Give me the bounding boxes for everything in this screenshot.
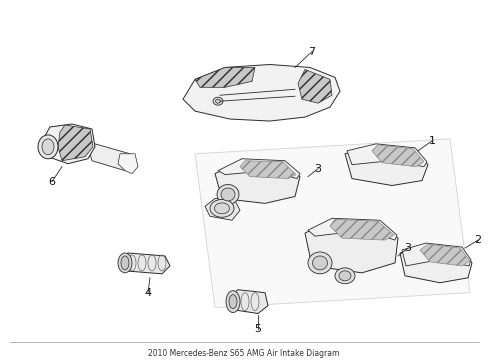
Ellipse shape	[121, 256, 129, 270]
Polygon shape	[399, 246, 471, 283]
Text: 1: 1	[427, 136, 435, 146]
Polygon shape	[215, 162, 299, 203]
Ellipse shape	[213, 97, 223, 105]
Polygon shape	[240, 161, 295, 179]
Polygon shape	[371, 145, 423, 167]
Ellipse shape	[38, 135, 58, 159]
Ellipse shape	[215, 99, 220, 103]
Text: 6: 6	[48, 176, 55, 186]
Text: 2: 2	[473, 235, 481, 245]
Ellipse shape	[42, 139, 54, 155]
Ellipse shape	[228, 294, 237, 309]
Polygon shape	[307, 218, 396, 240]
Polygon shape	[88, 144, 135, 171]
Text: 3: 3	[404, 243, 411, 253]
Polygon shape	[419, 244, 469, 266]
Polygon shape	[118, 154, 138, 174]
Ellipse shape	[307, 252, 331, 274]
Ellipse shape	[334, 268, 354, 284]
Text: 7: 7	[308, 46, 315, 57]
Text: 5: 5	[254, 324, 261, 334]
Ellipse shape	[209, 199, 234, 217]
Polygon shape	[58, 125, 93, 161]
Text: 3: 3	[314, 164, 321, 174]
Text: 2010 Mercedes-Benz S65 AMG Air Intake Diagram: 2010 Mercedes-Benz S65 AMG Air Intake Di…	[148, 349, 339, 358]
Ellipse shape	[221, 188, 235, 201]
Polygon shape	[227, 290, 267, 314]
Ellipse shape	[225, 291, 240, 312]
Ellipse shape	[118, 253, 132, 273]
Polygon shape	[195, 67, 254, 87]
Polygon shape	[195, 139, 469, 307]
Polygon shape	[120, 253, 170, 274]
Polygon shape	[42, 124, 95, 164]
Ellipse shape	[214, 203, 229, 214]
Polygon shape	[204, 198, 240, 220]
Ellipse shape	[338, 271, 350, 281]
Polygon shape	[305, 220, 397, 273]
Polygon shape	[346, 144, 426, 167]
Polygon shape	[329, 219, 393, 240]
Polygon shape	[297, 69, 331, 103]
Ellipse shape	[217, 185, 239, 204]
Ellipse shape	[312, 256, 327, 270]
Text: 4: 4	[144, 288, 151, 298]
Polygon shape	[183, 64, 339, 121]
Polygon shape	[401, 243, 470, 266]
Polygon shape	[345, 147, 427, 185]
Polygon shape	[218, 159, 299, 179]
